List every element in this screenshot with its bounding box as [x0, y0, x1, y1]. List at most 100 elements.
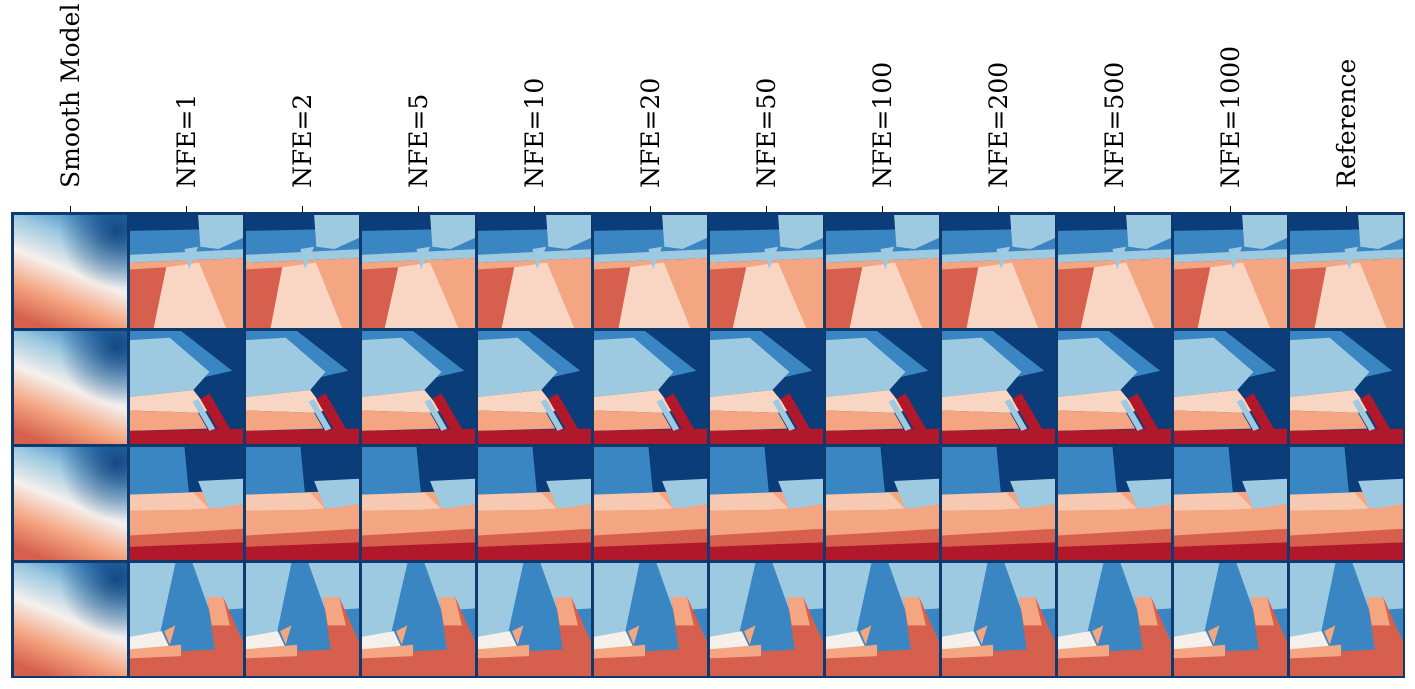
panel-image — [13, 562, 127, 676]
grid-panel — [825, 330, 939, 444]
grid-panel — [825, 446, 939, 560]
panel-image — [361, 446, 475, 560]
panel-image — [941, 330, 1055, 444]
grid-panel — [13, 446, 127, 560]
grid-panel — [825, 562, 939, 676]
grid-panel — [245, 330, 359, 444]
grid-panel — [1057, 214, 1171, 328]
grid-panel — [1289, 562, 1403, 676]
column-label: NFE=500 — [1100, 61, 1130, 188]
panel-image — [1289, 214, 1403, 328]
grid-panel — [245, 446, 359, 560]
panel-image — [593, 330, 707, 444]
panel-image — [1057, 330, 1171, 444]
column-label: NFE=100 — [868, 61, 898, 188]
column-label: NFE=1000 — [1216, 45, 1246, 188]
panel-image — [245, 562, 359, 676]
panel-image — [477, 446, 591, 560]
panel-image — [129, 446, 243, 560]
panel-image — [825, 214, 939, 328]
grid-panel — [129, 446, 243, 560]
panel-image — [941, 446, 1055, 560]
column-tick — [766, 206, 767, 213]
panel-image — [1057, 214, 1171, 328]
column-tick — [418, 206, 419, 213]
panel-image — [245, 330, 359, 444]
panel-image — [941, 562, 1055, 676]
panel-image — [477, 330, 591, 444]
panel-image — [709, 562, 823, 676]
panel-image — [361, 330, 475, 444]
column-tick — [1114, 206, 1115, 213]
column-label: NFE=10 — [520, 77, 550, 188]
panel-image — [477, 562, 591, 676]
panel-image — [941, 214, 1055, 328]
grid-panel — [129, 330, 243, 444]
grid-panel — [13, 214, 127, 328]
panel-image — [13, 446, 127, 560]
grid-panel — [129, 214, 243, 328]
grid-panel — [477, 214, 591, 328]
panel-image — [477, 214, 591, 328]
column-tick — [1346, 206, 1347, 213]
grid-panel — [593, 214, 707, 328]
panel-image — [1173, 562, 1287, 676]
grid-panel — [1173, 562, 1287, 676]
grid-panel — [709, 446, 823, 560]
panel-image — [1057, 446, 1171, 560]
panel-image — [129, 330, 243, 444]
panel-image — [361, 214, 475, 328]
column-tick — [882, 206, 883, 213]
grid-panel — [245, 562, 359, 676]
column-label: NFE=5 — [404, 93, 434, 188]
panel-image — [1173, 214, 1287, 328]
panel-image — [245, 446, 359, 560]
grid-panel — [941, 330, 1055, 444]
column-tick — [1230, 206, 1231, 213]
grid-panel — [941, 446, 1055, 560]
image-grid — [11, 212, 1405, 678]
grid-panel — [477, 562, 591, 676]
grid-panel — [1057, 330, 1171, 444]
panel-image — [709, 214, 823, 328]
panel-image — [825, 562, 939, 676]
panel-image — [1289, 562, 1403, 676]
panel-image — [593, 446, 707, 560]
grid-panel — [941, 214, 1055, 328]
column-tick — [70, 206, 71, 213]
grid-panel — [1289, 214, 1403, 328]
panel-image — [1289, 446, 1403, 560]
grid-panel — [1289, 446, 1403, 560]
panel-image — [593, 214, 707, 328]
grid-panel — [477, 446, 591, 560]
grid-panel — [245, 214, 359, 328]
column-label: NFE=1 — [172, 93, 202, 188]
grid-panel — [1289, 330, 1403, 444]
column-tick — [998, 206, 999, 213]
column-label: Reference — [1332, 58, 1362, 188]
grid-panel — [593, 562, 707, 676]
column-label: NFE=20 — [636, 77, 666, 188]
column-tick — [650, 206, 651, 213]
grid-panel — [1173, 214, 1287, 328]
panel-image — [245, 214, 359, 328]
column-tick — [534, 206, 535, 213]
column-label: NFE=2 — [288, 93, 318, 188]
column-label: NFE=200 — [984, 61, 1014, 188]
grid-panel — [593, 446, 707, 560]
grid-panel — [361, 446, 475, 560]
panel-image — [1173, 330, 1287, 444]
grid-panel — [709, 330, 823, 444]
column-tick — [302, 206, 303, 213]
panel-image — [13, 330, 127, 444]
grid-panel — [1173, 330, 1287, 444]
grid-panel — [477, 330, 591, 444]
grid-panel — [361, 330, 475, 444]
column-label: Smooth Model — [56, 3, 86, 188]
panel-image — [825, 330, 939, 444]
grid-panel — [941, 562, 1055, 676]
panel-image — [825, 446, 939, 560]
panel-image — [709, 330, 823, 444]
panel-image — [709, 446, 823, 560]
grid-panel — [361, 214, 475, 328]
